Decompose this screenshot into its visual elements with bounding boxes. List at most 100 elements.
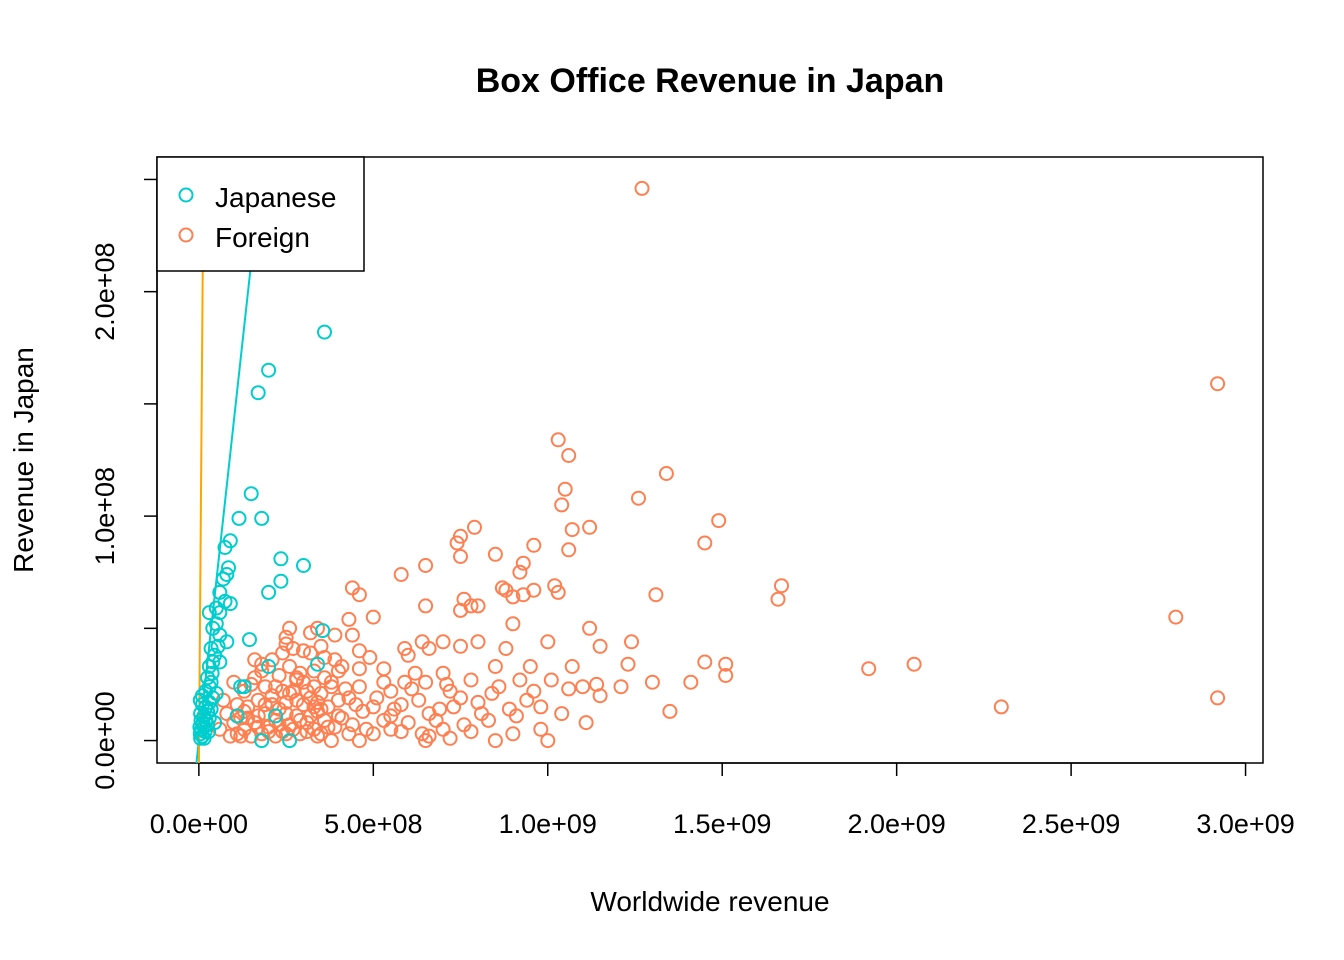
- point-foreign: [376, 661, 392, 677]
- point-foreign: [648, 587, 664, 603]
- point-foreign: [400, 647, 416, 663]
- point-foreign: [498, 641, 514, 656]
- point-foreign: [351, 587, 367, 603]
- point-foreign: [634, 180, 650, 196]
- point-foreign: [540, 733, 556, 749]
- point-foreign: [449, 535, 465, 551]
- point-foreign: [341, 611, 357, 627]
- point-foreign: [515, 587, 531, 603]
- point-foreign: [683, 674, 699, 690]
- point-foreign: [278, 629, 294, 645]
- point-foreign: [421, 641, 437, 656]
- point-foreign: [456, 717, 472, 733]
- point-foreign: [313, 638, 329, 654]
- point-foreign: [351, 661, 367, 677]
- point-foreign: [697, 654, 713, 670]
- point-japanese: [254, 510, 270, 526]
- point-japanese: [243, 486, 259, 502]
- point-japanese: [282, 733, 298, 749]
- point-foreign: [257, 679, 273, 695]
- point-foreign: [254, 656, 270, 672]
- point-japanese: [215, 571, 231, 587]
- point-foreign: [344, 627, 360, 643]
- point-foreign: [592, 638, 608, 654]
- point-foreign: [718, 668, 734, 683]
- point-japanese: [229, 708, 245, 724]
- point-foreign: [561, 542, 577, 558]
- x-tick-label: 2.5e+09: [1022, 809, 1120, 839]
- point-foreign: [494, 580, 510, 596]
- point-foreign: [369, 690, 385, 706]
- point-foreign: [697, 535, 713, 551]
- point-foreign: [533, 699, 549, 715]
- point-foreign: [341, 726, 357, 742]
- point-foreign: [376, 674, 392, 690]
- point-foreign: [1168, 609, 1184, 625]
- point-foreign: [310, 694, 325, 710]
- point-japanese: [261, 362, 277, 378]
- point-foreign: [442, 730, 458, 746]
- point-foreign: [505, 616, 521, 632]
- point-foreign: [533, 721, 549, 737]
- point-japanese: [222, 596, 238, 612]
- point-japanese: [317, 324, 332, 340]
- point-foreign: [582, 519, 598, 535]
- point-japanese: [315, 623, 331, 639]
- point-japanese: [204, 665, 220, 681]
- point-foreign: [351, 679, 367, 695]
- point-foreign: [505, 589, 521, 605]
- point-foreign: [644, 674, 660, 690]
- point-foreign: [658, 466, 674, 481]
- point-foreign: [861, 661, 877, 677]
- point-foreign: [383, 683, 399, 699]
- y-axis: 0.0e+00 1.0e+08 2.0e+08: [90, 178, 158, 790]
- point-japanese: [236, 679, 252, 695]
- point-foreign: [624, 634, 639, 650]
- point-japanese: [217, 540, 233, 555]
- point-foreign: [337, 681, 353, 697]
- point-foreign: [411, 692, 427, 708]
- point-foreign: [620, 656, 636, 672]
- point-foreign: [470, 598, 486, 614]
- point-foreign: [292, 665, 308, 681]
- legend-marker-japanese: [178, 187, 194, 203]
- point-foreign: [327, 627, 343, 643]
- point-foreign: [240, 699, 256, 715]
- x-axis: 0.0e+00 5.0e+08 1.0e+09 1.5e+09 2.0e+09 2.5e+…: [150, 762, 1295, 839]
- point-japanese: [219, 567, 235, 582]
- point-foreign: [453, 690, 468, 706]
- point-foreign: [631, 490, 646, 506]
- x-tick-label: 2.0e+09: [847, 809, 945, 839]
- point-japanese: [196, 730, 212, 746]
- point-foreign: [299, 683, 315, 699]
- point-foreign: [306, 699, 322, 715]
- point-foreign: [505, 726, 521, 742]
- point-foreign: [613, 679, 629, 695]
- point-japanese: [296, 558, 311, 573]
- x-tick-label: 5.0e+08: [324, 809, 422, 839]
- point-foreign: [515, 555, 531, 571]
- point-foreign: [453, 602, 468, 618]
- point-japanese: [250, 385, 266, 401]
- point-foreign: [467, 519, 482, 535]
- point-foreign: [526, 537, 542, 553]
- point-foreign: [278, 706, 294, 722]
- legend-label-japanese: Japanese: [215, 182, 336, 213]
- point-japanese: [212, 654, 228, 670]
- point-foreign: [393, 567, 409, 582]
- point-japanese: [261, 584, 277, 600]
- x-tick-label: 3.0e+09: [1196, 809, 1294, 839]
- point-foreign: [243, 676, 259, 692]
- point-foreign: [407, 665, 423, 681]
- point-foreign: [1210, 690, 1226, 706]
- chart-title: Box Office Revenue in Japan: [476, 62, 945, 100]
- point-foreign: [330, 692, 346, 708]
- point-foreign: [362, 650, 378, 665]
- point-foreign: [365, 609, 381, 625]
- point-foreign: [303, 645, 318, 661]
- point-foreign: [317, 670, 332, 686]
- point-foreign: [334, 659, 350, 674]
- point-foreign: [711, 513, 727, 529]
- y-tick-label: 1.0e+08: [90, 467, 120, 565]
